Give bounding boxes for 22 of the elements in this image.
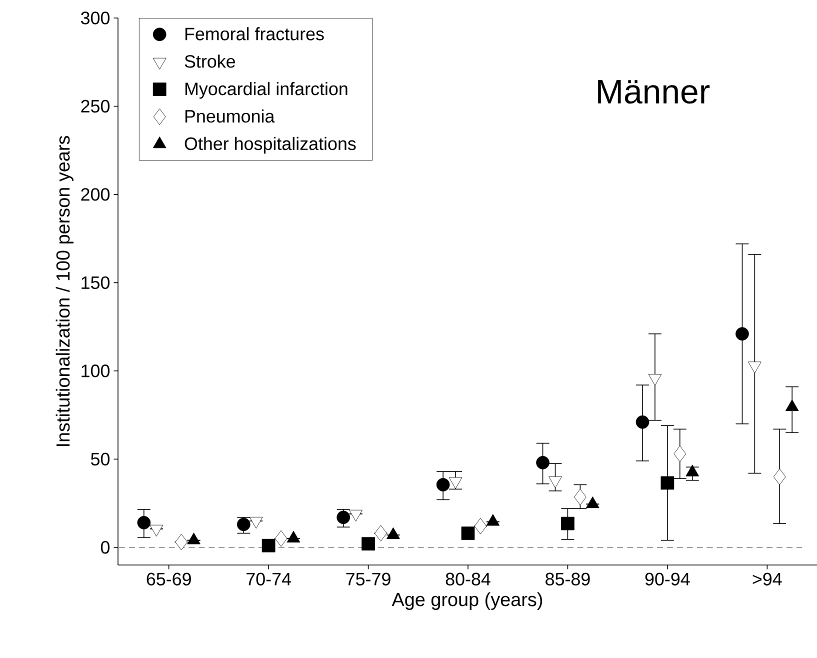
y-tick-label: 250 [81, 100, 110, 113]
x-tick-label: 75-79 [346, 572, 390, 586]
y-axis-title: Institutionalization / 100 person years [56, 136, 74, 446]
legend-label: Pneumonia [185, 109, 275, 123]
x-tick-label: 90-94 [645, 572, 690, 586]
x-axis-title: Age group (years) [392, 592, 542, 610]
x-tick-label: 85-89 [546, 572, 590, 586]
legend-label: Other hospitalizations [184, 136, 356, 154]
y-tick-label: 50 [91, 452, 110, 466]
legend-label: Myocardial infarction [185, 82, 348, 99]
legend-label: Femoral fractures [185, 27, 324, 40]
y-tick-label: 200 [81, 188, 110, 201]
legend-label: Stroke [184, 54, 236, 68]
y-tick-label: 0 [100, 540, 110, 554]
x-tick-label: 80-84 [446, 572, 490, 586]
x-tick-label: 65-69 [146, 572, 191, 586]
y-tick-label: 150 [82, 276, 110, 290]
x-tick-label: 70-74 [246, 572, 291, 586]
x-tick-label: >94 [752, 572, 782, 586]
y-tick-label: 100 [82, 364, 110, 378]
annotation: Männer [598, 80, 710, 104]
y-tick-label: 300 [80, 12, 110, 24]
